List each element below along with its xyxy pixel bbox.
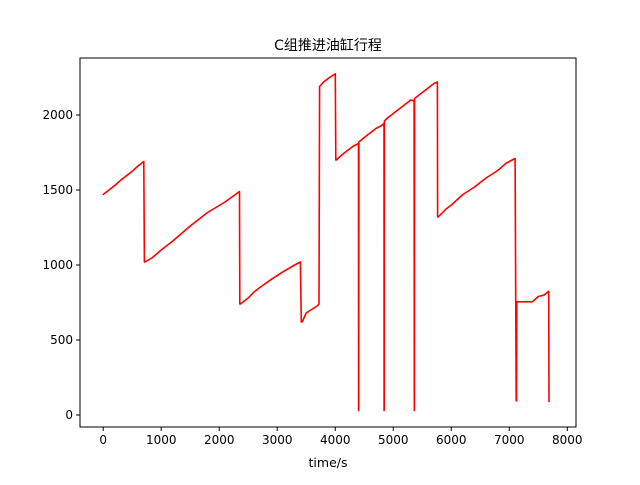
y-tick-label: 1000: [42, 258, 73, 272]
series-layer: [102, 73, 550, 412]
x-tick-label: 5000: [378, 433, 409, 447]
x-axis: 0 1000 2000 3000 4000 5000 6000 7000 8000: [99, 427, 583, 447]
y-tick-label: 500: [50, 333, 73, 347]
chart-title: C组推进油缸行程: [274, 37, 382, 54]
x-axis-label: time/s: [309, 455, 348, 470]
x-tick-label: 4000: [320, 433, 351, 447]
y-tick-label: 0: [65, 408, 73, 422]
x-tick-label: 1000: [146, 433, 177, 447]
x-tick-label: 2000: [204, 433, 235, 447]
y-tick-label: 2000: [42, 108, 73, 122]
y-axis: 0 500 1000 1500 2000: [42, 108, 80, 422]
x-tick-label: 3000: [262, 433, 293, 447]
x-tick-label: 0: [99, 433, 107, 447]
series-line-0: [102, 73, 550, 412]
x-tick-label: 7000: [494, 433, 525, 447]
x-tick-label: 8000: [552, 433, 583, 447]
plot-frame: [79, 57, 577, 428]
x-tick-label: 6000: [436, 433, 467, 447]
y-tick-label: 1500: [42, 183, 73, 197]
